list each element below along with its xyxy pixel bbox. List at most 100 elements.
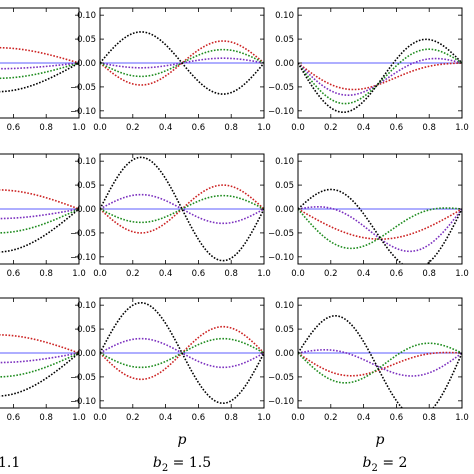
- x-tick-label: 0.8: [39, 269, 53, 279]
- x-tick-label: 1.0: [257, 413, 271, 423]
- x-tick-label: 0.8: [422, 413, 436, 423]
- column-caption-1: 1.1: [0, 455, 20, 471]
- x-tick-label: 0.2: [126, 269, 140, 279]
- series-line-5: [100, 156, 264, 262]
- x-tick-label: 0.2: [324, 269, 338, 279]
- series-line-5: [298, 188, 462, 264]
- y-tick-label: 0.10: [275, 11, 294, 21]
- panel-r2-c0: 0.00.20.40.60.81.0: [0, 297, 86, 423]
- y-tick-label: 0.05: [77, 325, 96, 335]
- y-tick-label: 0.00: [77, 59, 96, 69]
- series-line-4: [0, 352, 79, 378]
- caption-variable: b: [363, 455, 372, 471]
- x-tick-label: 1.0: [72, 413, 86, 423]
- caption-subscript: 2: [372, 463, 378, 474]
- panel-r1-c1: −0.10 −0.05 0.00 0.05 0.10 0.0 0.2 0.4 0.6 0.8 1.0: [70, 153, 271, 279]
- x-tick-label: 1.0: [72, 123, 86, 133]
- series-line-3: [298, 206, 462, 253]
- series-line-4: [298, 48, 462, 105]
- x-tick-label: 1.0: [455, 413, 469, 423]
- series-line-3: [100, 57, 264, 69]
- y-tick-label: 0.10: [77, 11, 96, 21]
- x-tick-label: 0.8: [422, 123, 436, 133]
- caption-subscript: 2: [162, 463, 168, 474]
- y-tick-label: 0.10: [77, 157, 96, 167]
- y-tick-label: −0.05: [268, 229, 294, 239]
- series-line-4: [0, 208, 79, 234]
- x-tick-label: 0.6: [390, 123, 404, 133]
- x-tick-label: 0.6: [7, 123, 21, 133]
- series-line-5: [0, 208, 79, 253]
- y-tick-label: 0.10: [275, 157, 294, 167]
- y-tick-label: 0.10: [275, 301, 294, 311]
- x-tick-label: 0.2: [324, 123, 338, 133]
- series-line-5: [0, 62, 79, 93]
- x-tick-label: 0.8: [422, 269, 436, 279]
- series-line-2: [0, 334, 79, 354]
- x-tick-label: 0.0: [93, 123, 107, 133]
- y-tick-label: 0.00: [77, 349, 96, 359]
- y-tick-label: −0.10: [70, 253, 96, 263]
- x-axis-label: p: [178, 432, 187, 448]
- series-line-2: [298, 351, 462, 377]
- x-tick-label: 0.8: [224, 413, 238, 423]
- y-tick-label: −0.10: [70, 397, 96, 407]
- series-line-5: [0, 352, 79, 397]
- y-tick-label: 0.00: [275, 349, 294, 359]
- x-tick-label: 0.4: [357, 269, 371, 279]
- y-tick-label: 0.00: [275, 205, 294, 215]
- y-tick-label: 0.05: [77, 35, 96, 45]
- column-caption-3: b2 = 2: [363, 455, 408, 474]
- x-tick-label: 0.0: [93, 269, 107, 279]
- series-line-4: [298, 342, 462, 384]
- y-tick-label: 0.00: [77, 205, 96, 215]
- y-tick-label: 0.05: [275, 325, 294, 335]
- y-tick-label: −0.05: [268, 373, 294, 383]
- x-tick-label: 0.4: [357, 413, 371, 423]
- x-tick-label: 1.0: [455, 269, 469, 279]
- x-tick-label: 0.6: [192, 413, 206, 423]
- series-line-5: [298, 38, 462, 114]
- series-line-5: [100, 301, 264, 405]
- panel-r0-c2: −0.10 −0.05 0.00 0.05 0.10 0.0 0.2 0.4 0.6 0.8 1.0: [268, 7, 469, 133]
- x-tick-label: 0.2: [126, 413, 140, 423]
- series-line-3: [0, 62, 79, 70]
- x-tick-label: 0.6: [7, 269, 21, 279]
- y-tick-label: −0.10: [70, 107, 96, 117]
- x-tick-label: 1.0: [257, 269, 271, 279]
- y-tick-label: 0.05: [275, 35, 294, 45]
- x-tick-label: 1.0: [455, 123, 469, 133]
- x-tick-label: 0.6: [192, 123, 206, 133]
- y-tick-label: 0.05: [275, 181, 294, 191]
- y-tick-label: 0.05: [77, 181, 96, 191]
- panel-r1-c2: −0.10 −0.05 0.00 0.05 0.10 0.0 0.2 0.4 0.6 0.8 1.0: [268, 153, 469, 279]
- x-tick-label: 0.4: [159, 269, 173, 279]
- series-line-2: [298, 62, 462, 91]
- panel-r0-c1: −0.10 −0.05 0.00 0.05 0.10 0.0 0.2 0.4 0.6 0.8 1.0: [70, 7, 271, 133]
- y-tick-label: −0.05: [70, 373, 96, 383]
- y-tick-label: −0.05: [70, 229, 96, 239]
- caption-value: = 1.5: [168, 455, 211, 471]
- x-tick-label: 0.2: [126, 123, 140, 133]
- x-tick-label: 0.4: [357, 123, 371, 133]
- series-line-4: [0, 62, 79, 80]
- caption-value: = 2: [378, 455, 408, 471]
- series-line-3: [0, 352, 79, 364]
- series-line-4: [298, 207, 462, 250]
- panel-r0-c0: 0.00.20.40.60.81.0: [0, 7, 86, 133]
- y-tick-label: −0.10: [268, 397, 294, 407]
- x-tick-label: 0.2: [324, 413, 338, 423]
- x-axis-label: p: [376, 432, 385, 448]
- x-tick-label: 0.6: [390, 413, 404, 423]
- panel-r1-c0: 0.00.20.40.60.81.0: [0, 153, 86, 279]
- x-tick-label: 0.8: [39, 123, 53, 133]
- x-tick-label: 0.8: [39, 413, 53, 423]
- column-caption-2: b2 = 1.5: [153, 455, 211, 474]
- y-tick-label: −0.05: [268, 83, 294, 93]
- x-tick-label: 1.0: [72, 269, 86, 279]
- y-tick-label: 0.10: [77, 301, 96, 311]
- x-tick-label: 1.0: [257, 123, 271, 133]
- series-line-5: [100, 31, 264, 95]
- x-tick-label: 0.6: [7, 413, 21, 423]
